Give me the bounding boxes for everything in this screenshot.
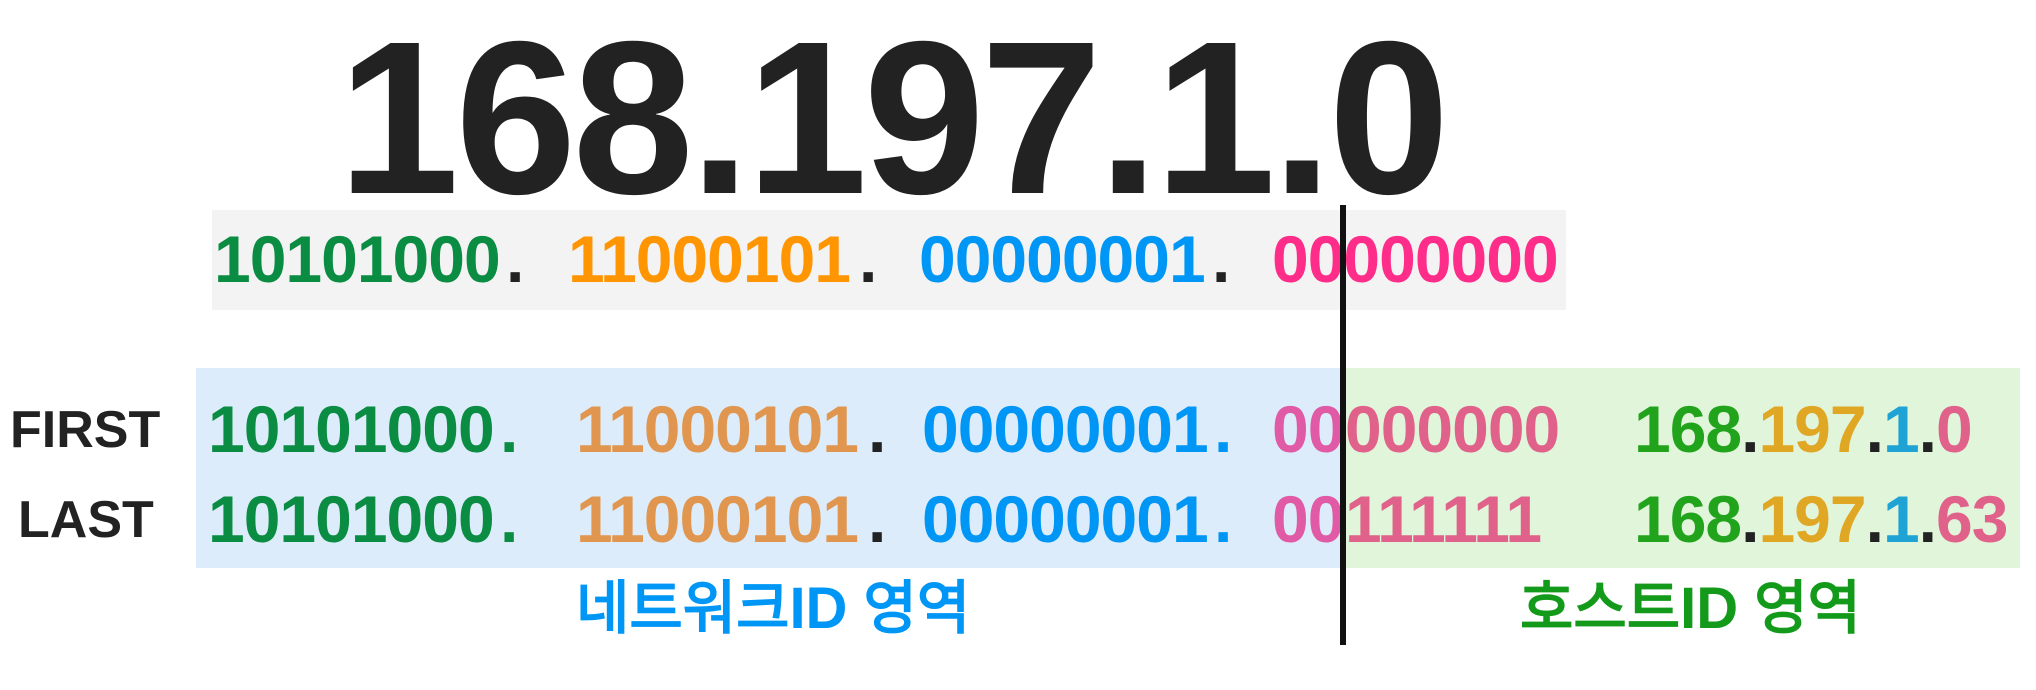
last-decimal-dot-1: . bbox=[1741, 482, 1759, 556]
binary-dot-1: . bbox=[506, 222, 524, 296]
first-dot-3: . bbox=[1214, 392, 1232, 466]
last-decimal-part-3: 1 bbox=[1882, 482, 1920, 556]
first-decimal-part-4: 0 bbox=[1936, 392, 1973, 466]
first-octet-4-network-bits: 00 bbox=[1272, 392, 1344, 466]
network-host-divider-line bbox=[1340, 205, 1346, 645]
last-octet-3: 00000001 bbox=[922, 482, 1209, 556]
last-octet-4-network-bits: 00 bbox=[1272, 482, 1344, 556]
binary-dot-3: . bbox=[1212, 222, 1230, 296]
first-decimal-dot-3: . bbox=[1918, 392, 1937, 466]
first-decimal: 168.197.1.0 bbox=[1634, 396, 1973, 462]
last-decimal-part-1: 168 bbox=[1634, 482, 1742, 556]
last-octet-2: 11000101 bbox=[576, 482, 859, 556]
binary-octet-1: 10101000 bbox=[214, 222, 501, 296]
first-decimal-part-3: 1 bbox=[1882, 392, 1920, 466]
first-octet-3: 00000001 bbox=[922, 392, 1209, 466]
ip-address-title: 168.197.1.0 bbox=[338, 0, 1450, 240]
last-decimal-part-4: 63 bbox=[1936, 482, 2008, 556]
last-decimal: 168.197.1.63 bbox=[1634, 486, 2008, 552]
last-octet-4-host-bits: 111111 bbox=[1345, 482, 1542, 556]
last-decimal-dot-2: . bbox=[1865, 482, 1884, 556]
binary-octet-3: 00000001 bbox=[919, 222, 1206, 296]
first-decimal-dot-1: . bbox=[1741, 392, 1759, 466]
first-dot-1: . bbox=[500, 392, 518, 466]
last-decimal-part-2: 197 bbox=[1758, 482, 1866, 556]
first-row-label: FIRST bbox=[10, 401, 161, 459]
first-dot-2: . bbox=[868, 392, 886, 466]
host-id-box bbox=[1346, 368, 2020, 568]
binary-octet-2: 11000101 bbox=[568, 222, 851, 296]
first-decimal-part-2: 197 bbox=[1758, 392, 1866, 466]
network-id-area-label: 네트워크ID 영역 bbox=[576, 576, 971, 641]
first-octet-2: 11000101 bbox=[576, 392, 859, 466]
first-octet-4-host-bits: 000000 bbox=[1345, 392, 1560, 466]
last-octet-1: 10101000 bbox=[208, 482, 495, 556]
last-dot-1: . bbox=[500, 482, 518, 556]
network-id-box bbox=[196, 368, 1346, 568]
last-dot-3: . bbox=[1214, 482, 1232, 556]
last-decimal-dot-3: . bbox=[1918, 482, 1937, 556]
host-id-area-label: 호스트ID 영역 bbox=[1520, 576, 1861, 641]
first-octet-1: 10101000 bbox=[208, 392, 495, 466]
first-decimal-dot-2: . bbox=[1865, 392, 1884, 466]
first-decimal-part-1: 168 bbox=[1634, 392, 1742, 466]
last-dot-2: . bbox=[868, 482, 886, 556]
binary-octet-4: 00000000 bbox=[1272, 222, 1559, 296]
binary-dot-2: . bbox=[859, 222, 877, 296]
last-row-label: LAST bbox=[18, 491, 154, 549]
